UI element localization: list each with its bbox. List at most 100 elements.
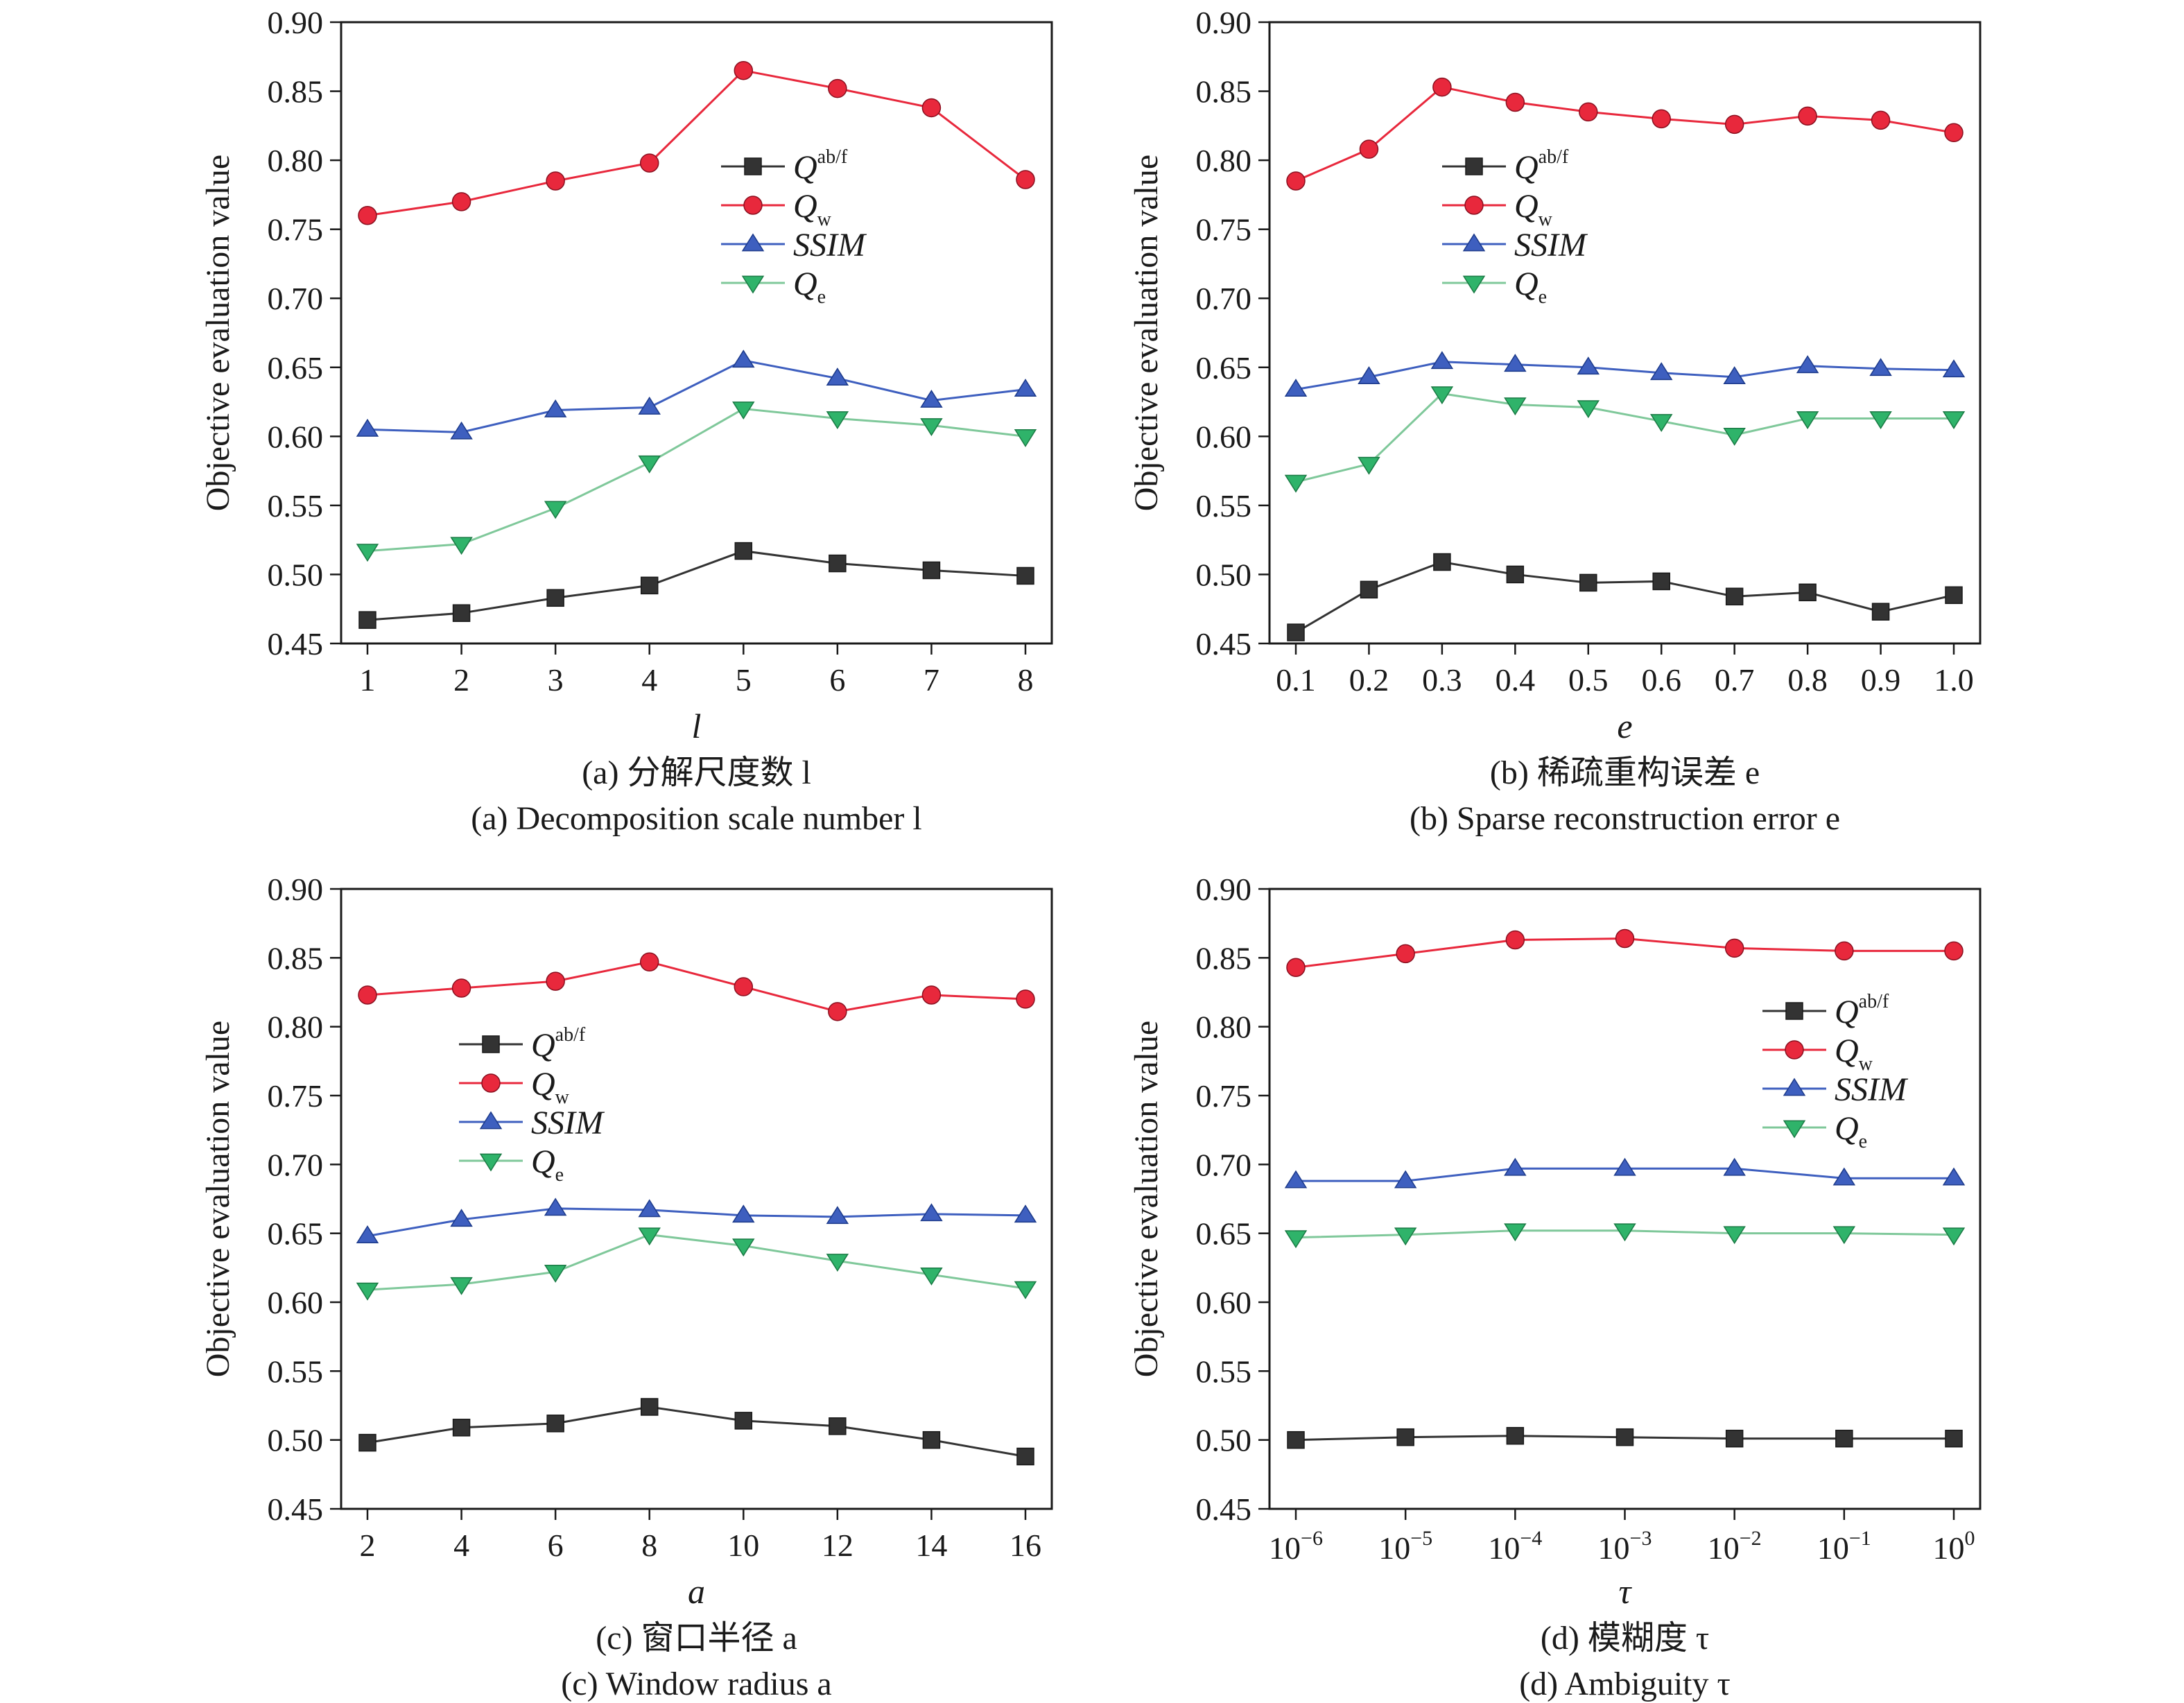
data-point-ssim [1504, 354, 1527, 372]
data-point-q_abf [452, 604, 471, 622]
data-point-q_e [1284, 474, 1308, 493]
data-point-q_abf [546, 589, 564, 607]
data-point-q_abf [1871, 603, 1890, 621]
y-tick-label: 0.45 [268, 1492, 324, 1527]
data-point-q_e [544, 501, 567, 519]
data-point-q_e [638, 1227, 661, 1246]
data-point-q_w [1724, 938, 1744, 958]
data-point-q_w [451, 192, 471, 211]
y-tick-label: 0.65 [1196, 1216, 1252, 1252]
legend-label-q_e: Qe [793, 266, 826, 308]
series-line-ssim [367, 359, 1026, 433]
data-point-q_w [1016, 170, 1035, 189]
legend-marker-q_w [743, 196, 763, 215]
x-tick-label: 0.3 [1422, 662, 1462, 698]
y-tick-label: 0.90 [268, 872, 324, 907]
legend-marker-q_abf [1785, 1002, 1803, 1020]
data-point-q_w [451, 978, 471, 998]
legend-marker-ssim [741, 233, 765, 252]
caption-en: (a) Decomposition scale number l [471, 800, 921, 837]
data-point-ssim [1014, 1204, 1037, 1223]
x-tick-label: 16 [1009, 1528, 1041, 1563]
x-axis-title: a [688, 1572, 705, 1611]
legend-label-ssim: SSIM [793, 227, 867, 263]
data-point-q_e [920, 1267, 943, 1286]
caption-en: (d) Ambiguity τ [1519, 1666, 1731, 1702]
x-tick-label: 0.1 [1276, 662, 1316, 698]
y-tick-label: 0.50 [1196, 1423, 1252, 1458]
data-point-ssim [1358, 366, 1380, 385]
data-point-ssim [638, 396, 661, 415]
data-point-q_w [1652, 109, 1671, 129]
y-tick-label: 0.55 [1196, 488, 1252, 524]
y-tick-label: 0.70 [268, 281, 324, 316]
y-tick-label: 0.50 [1196, 557, 1252, 592]
data-point-q_e [732, 1238, 755, 1257]
x-tick-label: 5 [736, 662, 752, 698]
data-point-q_w [546, 171, 565, 191]
y-tick-label: 0.60 [268, 1285, 324, 1320]
data-point-q_w [358, 206, 377, 225]
data-point-ssim [356, 1225, 379, 1243]
data-point-q_abf [829, 1417, 847, 1435]
y-tick-label: 0.70 [1196, 281, 1252, 316]
data-point-q_e [1394, 1227, 1417, 1246]
data-point-q_w [358, 985, 377, 1005]
data-point-q_abf [1652, 572, 1670, 591]
data-point-q_abf [358, 611, 376, 629]
legend-marker-q_abf [1465, 157, 1483, 175]
data-point-q_w [734, 60, 754, 80]
legend-marker-q_w [481, 1073, 501, 1093]
legend-label-q_e: Qe [1835, 1110, 1867, 1152]
data-point-q_e [826, 411, 849, 429]
data-point-q_w [1944, 941, 1964, 961]
data-point-q_e [1014, 429, 1037, 447]
y-tick-label: 0.75 [1196, 1078, 1252, 1114]
data-point-ssim [450, 1209, 473, 1227]
data-point-ssim [1796, 355, 1819, 374]
data-point-q_e [732, 401, 755, 420]
data-point-ssim [1942, 1167, 1966, 1186]
data-point-q_abf [1287, 623, 1305, 641]
data-point-q_abf [1016, 567, 1034, 585]
data-point-q_w [1835, 941, 1854, 961]
y-tick-label: 0.85 [1196, 74, 1252, 110]
legend-label-q_abf: Qab/f [1514, 146, 1569, 186]
x-tick-label: 10−2 [1708, 1527, 1762, 1566]
y-tick-label: 0.65 [1196, 350, 1252, 386]
x-tick-label: 0.2 [1349, 662, 1389, 698]
data-point-q_abf [734, 542, 753, 560]
x-tick-label: 4 [641, 662, 657, 698]
x-tick-label: 0.4 [1496, 662, 1536, 698]
y-tick-label: 0.85 [268, 940, 324, 976]
legend-marker-q_e [479, 1153, 503, 1172]
data-point-q_abf [640, 1398, 659, 1416]
legend-marker-q_abf [744, 157, 762, 175]
y-tick-label: 0.80 [268, 1010, 324, 1045]
legend-marker-q_e [741, 275, 765, 294]
data-point-ssim [1723, 366, 1746, 385]
data-point-q_e [920, 418, 943, 436]
data-point-q_w [1432, 77, 1452, 97]
data-point-q_e [356, 1282, 379, 1301]
data-point-q_abf [1433, 553, 1451, 571]
x-tick-label: 3 [548, 662, 564, 698]
x-tick-label: 8 [641, 1528, 657, 1563]
data-point-q_abf [922, 1430, 941, 1449]
caption-cn: (a) 分解尺度数 l [582, 754, 811, 791]
data-point-q_e [1942, 411, 1966, 429]
x-tick-label: 6 [829, 662, 845, 698]
x-tick-label: 0.8 [1787, 662, 1828, 698]
data-point-q_abf [1287, 1430, 1305, 1449]
data-point-q_e [1832, 1226, 1856, 1245]
data-point-q_e [1430, 386, 1454, 405]
series-line-q_w [1295, 85, 1955, 182]
x-tick-label: 1.0 [1934, 662, 1974, 698]
data-point-ssim [1832, 1167, 1856, 1186]
legend-marker-ssim [479, 1111, 503, 1130]
legend-label-ssim: SSIM [1514, 227, 1588, 263]
data-point-q_w [546, 971, 565, 991]
series-line-q_abf [367, 550, 1026, 621]
series-line-q_abf [367, 1406, 1026, 1458]
data-point-ssim [1284, 379, 1308, 397]
